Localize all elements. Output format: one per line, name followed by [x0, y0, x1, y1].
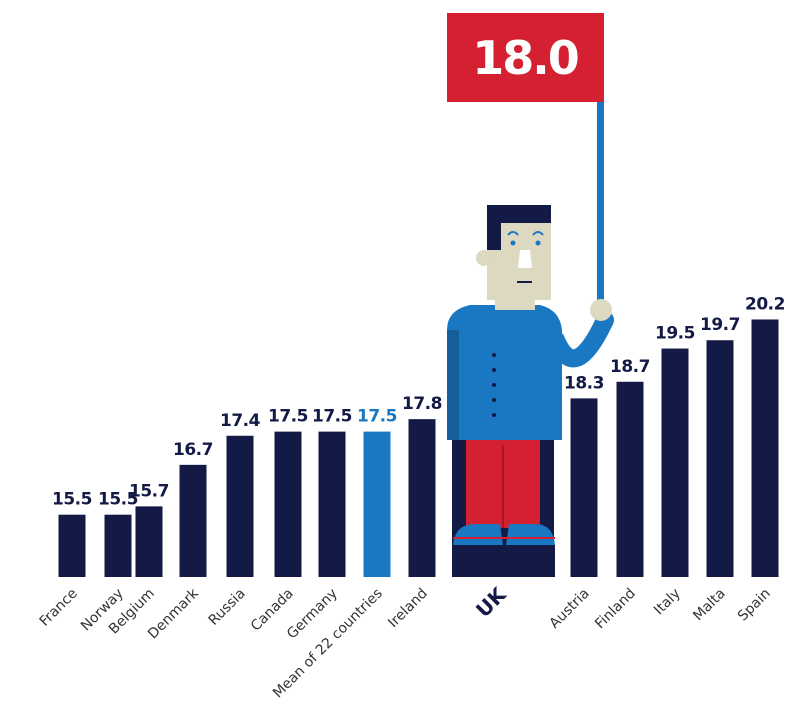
bar: [752, 319, 779, 577]
bar: [136, 506, 163, 577]
flag-pole: [597, 95, 604, 310]
bars: [59, 319, 779, 577]
bar: [617, 382, 644, 577]
hair-side: [487, 205, 501, 250]
hand: [590, 299, 612, 321]
x-tick-label: Austria: [547, 586, 593, 632]
value-label: 17.5: [312, 407, 352, 427]
body: [447, 305, 562, 440]
nose: [518, 250, 532, 268]
flag-value-label: 18.0: [472, 31, 578, 85]
bar: [662, 349, 689, 577]
ear: [476, 250, 492, 266]
value-label: 17.4: [220, 411, 261, 431]
x-tick-label: Malta: [690, 586, 729, 625]
value-label: 17.5: [357, 407, 397, 427]
bar: [571, 398, 598, 577]
bar: [364, 432, 391, 577]
x-tick-label: Russia: [206, 586, 249, 629]
value-label: 15.7: [129, 481, 169, 501]
value-label: 19.7: [700, 315, 740, 335]
x-tick-label: France: [37, 586, 81, 630]
chart: 15.5France15.5Norway15.7Belgium16.7Denma…: [0, 0, 803, 717]
bar: [105, 515, 132, 577]
arm: [556, 320, 605, 358]
x-tick-label: Spain: [735, 586, 774, 625]
value-label: 19.5: [655, 324, 695, 344]
bar: [59, 515, 86, 577]
x-tick-label: Ireland: [385, 586, 431, 632]
value-label: 16.7: [173, 440, 213, 460]
x-tick-label: Finland: [592, 586, 639, 633]
bar: [227, 436, 254, 577]
bar: [319, 432, 346, 577]
left-arm: [447, 330, 459, 440]
value-label: 20.2: [745, 294, 785, 314]
bar: [180, 465, 207, 577]
x-tick-label: Italy: [651, 586, 684, 619]
value-label: 17.5: [268, 407, 308, 427]
x-tick-label: UK: [471, 582, 511, 622]
figure-base: [453, 545, 555, 577]
bar: [707, 340, 734, 577]
bar: [409, 419, 436, 577]
bar: [275, 432, 302, 577]
value-label: 18.7: [610, 357, 650, 377]
value-label: 15.5: [52, 490, 92, 510]
pupil: [536, 241, 541, 246]
value-label: 17.8: [402, 394, 442, 414]
value-label: 18.3: [564, 373, 604, 393]
pupil: [511, 241, 516, 246]
